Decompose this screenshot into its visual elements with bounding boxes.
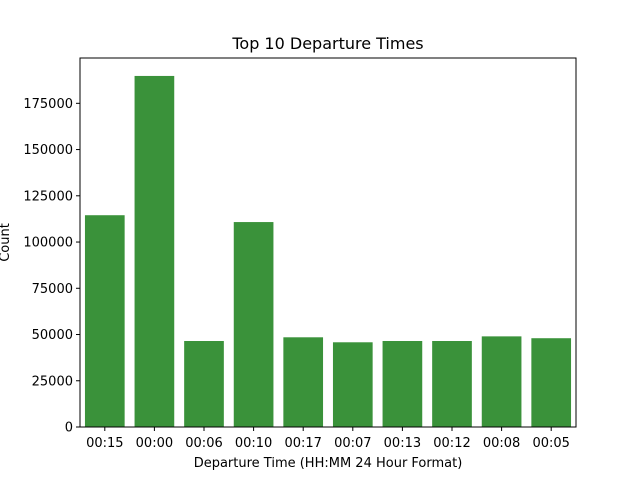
bar-0015: [84, 215, 125, 427]
bar-0010: [233, 222, 274, 427]
bar-0000: [134, 75, 175, 428]
y-tick-label: 25000: [32, 374, 73, 389]
y-tick-label: 125000: [23, 189, 73, 204]
x-tick-label: 00:15: [86, 436, 123, 451]
bar-0005: [531, 338, 572, 427]
x-tick-label: 00:12: [433, 436, 470, 451]
y-tick-label: 100000: [23, 236, 73, 251]
x-tick-label: 00:10: [235, 436, 272, 451]
y-tick-label: 0: [65, 421, 73, 436]
x-tick-label: 00:06: [185, 436, 222, 451]
x-tick-label: 00:07: [334, 436, 371, 451]
x-tick-label: 00:08: [483, 436, 520, 451]
x-tick-label: 00:05: [532, 436, 569, 451]
plot-frame: [79, 57, 577, 428]
bar-0013: [382, 340, 423, 427]
x-tick-label: 00:00: [136, 436, 173, 451]
bars-group: [84, 75, 572, 428]
bar-0017: [283, 337, 324, 427]
x-tick-label: 00:13: [384, 436, 421, 451]
chart-title: Top 10 Departure Times: [231, 34, 423, 53]
bar-0006: [184, 340, 224, 427]
x-axis: 00:15 00:00 00:06 00:10 00:17 00:07 00:13 00:12…: [86, 427, 570, 451]
bar-0008: [481, 336, 522, 427]
y-axis: 0 25000 50000 75000 100000 125000 150000 175000: [23, 97, 80, 436]
y-tick-label: 175000: [23, 97, 73, 112]
y-tick-label: 150000: [23, 143, 73, 158]
y-tick-label: 75000: [32, 282, 73, 297]
bar-0012: [432, 340, 472, 427]
y-tick-label: 50000: [32, 328, 73, 343]
bar-0007: [332, 342, 373, 427]
x-axis-label: Departure Time (HH:MM 24 Hour Format): [194, 456, 463, 471]
x-tick-label: 00:17: [284, 436, 321, 451]
y-axis-label: Count: [0, 223, 13, 262]
